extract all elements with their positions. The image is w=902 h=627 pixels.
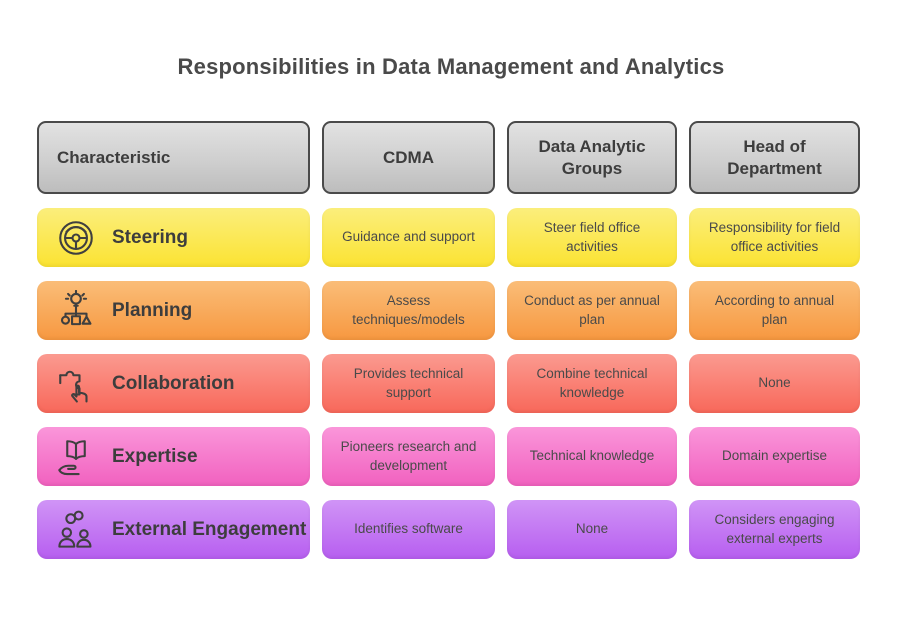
book-hand-icon (55, 436, 97, 478)
cell-collaboration-cdma: Provides technical support (322, 354, 495, 413)
cell-expertise-head-of-department: Domain expertise (689, 427, 860, 486)
cell-external-engagement-cdma: Identifies software (322, 500, 495, 559)
row-label-external-engagement: External Engagement (37, 500, 310, 559)
row-label-text: Steering (112, 226, 189, 248)
steering-wheel-icon (55, 217, 97, 259)
column-header-head-of-department: Head of Department (689, 121, 860, 194)
cell-collaboration-data-analytic-groups: Combine technical knowledge (507, 354, 677, 413)
row-label-planning: Planning (37, 281, 310, 340)
puzzle-hand-icon (55, 363, 97, 405)
cell-steering-head-of-department: Responsibility for field office activiti… (689, 208, 860, 267)
cell-planning-cdma: Assess techniques/models (322, 281, 495, 340)
column-header-data-analytic-groups: Data Analytic Groups (507, 121, 677, 194)
row-label-steering: Steering (37, 208, 310, 267)
row-label-text: Collaboration (112, 372, 235, 394)
cell-planning-data-analytic-groups: Conduct as per annual plan (507, 281, 677, 340)
cell-steering-cdma: Guidance and support (322, 208, 495, 267)
cell-expertise-data-analytic-groups: Technical knowledge (507, 427, 677, 486)
cell-external-engagement-data-analytic-groups: None (507, 500, 677, 559)
cell-expertise-cdma: Pioneers research and development (322, 427, 495, 486)
cell-steering-data-analytic-groups: Steer field office activities (507, 208, 677, 267)
responsibility-matrix: Characteristic CDMA Data Analytic Groups… (37, 121, 860, 559)
page-title: Responsibilities in Data Management and … (177, 54, 725, 79)
people-rings-icon (55, 509, 97, 551)
row-label-text: Planning (112, 299, 193, 321)
cell-collaboration-head-of-department: None (689, 354, 860, 413)
column-header-characteristic: Characteristic (37, 121, 310, 194)
row-label-expertise: Expertise (37, 427, 310, 486)
cell-planning-head-of-department: According to annual plan (689, 281, 860, 340)
idea-plan-icon (55, 289, 97, 332)
cell-external-engagement-head-of-department: Considers engaging external experts (689, 500, 860, 559)
row-label-text: External Engagement (112, 518, 307, 540)
column-header-cdma: CDMA (322, 121, 495, 194)
row-label-collaboration: Collaboration (37, 354, 310, 413)
row-label-text: Expertise (112, 445, 198, 467)
